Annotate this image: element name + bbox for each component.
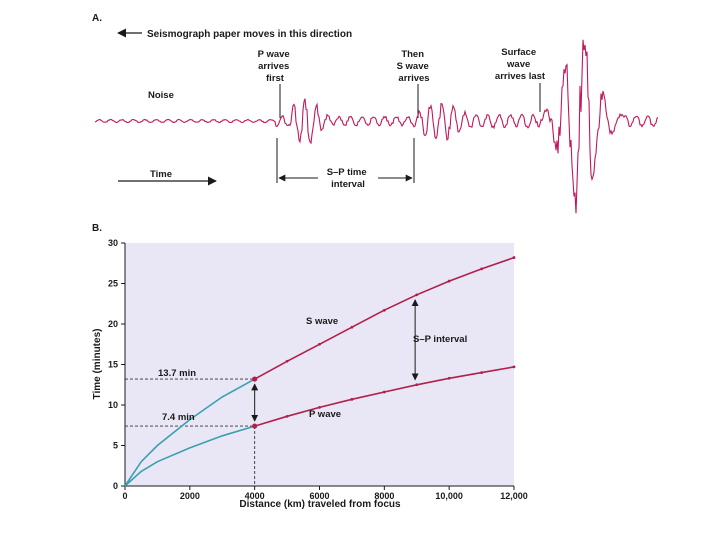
sp-label-line1: S–P time: [327, 167, 367, 178]
p-wave-data-point: [512, 365, 516, 369]
surface-wave-label-line2: wave: [506, 59, 530, 70]
y-axis-label: Time (minutes): [92, 329, 103, 400]
p-wave-label-line2: arrives: [258, 61, 289, 72]
sp-time-interval-label: S–P time interval: [327, 167, 370, 190]
surface-wave-label-line1: Surface: [501, 47, 536, 58]
p-wave-data-point: [382, 390, 386, 394]
p-wave-curve-label: P wave: [309, 409, 341, 420]
p-wave-data-point: [447, 376, 451, 380]
y-tick-label: 20: [108, 319, 118, 329]
panel-a-label: A.: [92, 13, 102, 24]
x-tick-label: 10,000: [435, 491, 463, 501]
y-tick-label: 0: [113, 481, 118, 491]
p-wave-label-line3: first: [266, 73, 285, 84]
s-wave-data-point: [285, 359, 289, 363]
guide-lines: [125, 299, 419, 486]
s-wave-curve-label: S wave: [306, 316, 338, 327]
noise-label: Noise: [148, 90, 174, 101]
s-wave-data-point: [512, 256, 516, 259]
sp-label-line2: interval: [331, 179, 365, 190]
p-wave-data-point: [350, 397, 354, 401]
y-tick-label: 15: [108, 360, 118, 370]
x-tick-label: 2000: [180, 491, 200, 501]
x-axis-label: Distance (km) traveled from focus: [239, 499, 401, 510]
y-tick-group: 0 5 10 15 20 25 30: [108, 238, 125, 491]
p-wave-data-point: [415, 383, 419, 387]
p-wave-data-point: [480, 371, 483, 374]
y-tick-label: 5: [113, 441, 118, 451]
s-wave-data-point: [350, 325, 354, 329]
direction-label: Seismograph paper moves in this directio…: [147, 29, 352, 40]
time-label: Time: [150, 169, 172, 180]
x-tick-group: 0 2000 4000 6000 8000 10,000 12,000: [122, 486, 528, 501]
y-tick-label: 10: [108, 400, 118, 410]
arrival-marker: [252, 376, 258, 382]
panel-b-label: B.: [92, 223, 102, 234]
y-tick-label: 30: [108, 238, 118, 248]
p-wave-label-line1: P wave: [258, 49, 290, 60]
p-wave-data-point: [285, 414, 289, 418]
s-wave-data-point: [480, 267, 483, 271]
s-arrival-time-label: 13.7 min: [158, 368, 196, 379]
s-wave-data-point: [415, 293, 419, 297]
s-wave-label-line3: arrives: [398, 73, 429, 84]
seismogram-trace: [94, 39, 659, 214]
x-tick-label: 8000: [374, 491, 394, 501]
x-tick-label: 0: [122, 491, 127, 501]
arrival-marker: [252, 423, 258, 429]
plot-area: [125, 243, 514, 486]
p-wave-near-curve: [124, 425, 255, 487]
p-arrival-time-label: 7.4 min: [162, 412, 195, 423]
surface-wave-label-line3: arrives last: [495, 71, 546, 82]
s-wave-label-line2: S wave: [397, 61, 429, 72]
surface-wave-arrival-label: Surface wave arrives last: [495, 47, 546, 82]
sp-interval-chart-label: S–P interval: [413, 334, 467, 345]
x-tick-label: 12,000: [500, 491, 528, 501]
direction-label-bg: [142, 26, 402, 39]
s-wave-data-point: [447, 279, 451, 283]
p-wave-arrival-label: P wave arrives first: [258, 49, 293, 84]
s-wave-arrival-label: Then S wave arrives: [397, 49, 432, 84]
s-wave-label-line1: Then: [401, 49, 424, 60]
s-wave-data-point: [382, 308, 386, 312]
s-wave-near-curve: [124, 378, 256, 487]
y-tick-label: 25: [108, 279, 118, 289]
x-tick-label: 4000: [245, 491, 265, 501]
p-wave-data-point: [318, 406, 321, 409]
x-tick-label: 6000: [309, 491, 329, 501]
sp-interval-label-bg: [318, 166, 378, 190]
point-markers: [252, 376, 258, 429]
s-wave-data-point: [318, 342, 321, 346]
curve-group: [124, 256, 516, 487]
